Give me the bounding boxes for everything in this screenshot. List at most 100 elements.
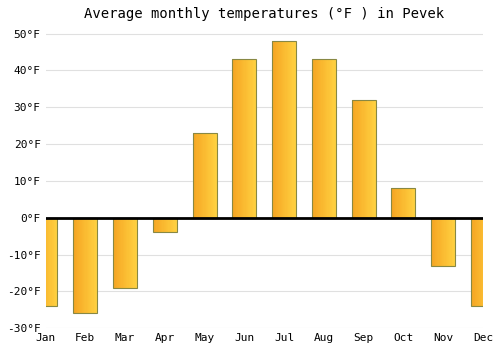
Bar [358, 100, 359, 218]
Bar [452, 218, 454, 266]
Bar [359, 100, 360, 218]
Bar [153, 218, 154, 232]
Bar [246, 60, 248, 218]
Bar [122, 218, 124, 288]
Bar [238, 60, 240, 218]
Bar [290, 41, 292, 218]
Bar [392, 188, 415, 218]
Bar [234, 60, 235, 218]
Bar [240, 60, 241, 218]
Bar [34, 218, 58, 306]
Bar [454, 218, 455, 266]
Bar [208, 133, 210, 218]
Bar [173, 218, 174, 232]
Bar [120, 218, 122, 288]
Bar [131, 218, 132, 288]
Bar [204, 133, 206, 218]
Bar [232, 60, 234, 218]
Bar [446, 218, 448, 266]
Bar [366, 100, 367, 218]
Bar [324, 60, 325, 218]
Bar [392, 188, 394, 218]
Bar [277, 41, 278, 218]
Bar [84, 218, 86, 314]
Bar [354, 100, 356, 218]
Bar [248, 60, 249, 218]
Bar [195, 133, 196, 218]
Bar [213, 133, 214, 218]
Bar [125, 218, 126, 288]
Bar [440, 218, 441, 266]
Bar [237, 60, 238, 218]
Bar [276, 41, 277, 218]
Bar [449, 218, 450, 266]
Bar [153, 218, 177, 232]
Bar [44, 218, 46, 306]
Bar [402, 188, 404, 218]
Bar [368, 100, 370, 218]
Bar [244, 60, 246, 218]
Bar [77, 218, 78, 314]
Bar [284, 41, 286, 218]
Bar [49, 218, 50, 306]
Bar [288, 41, 289, 218]
Bar [176, 218, 177, 232]
Bar [492, 218, 494, 306]
Bar [236, 60, 237, 218]
Bar [441, 218, 442, 266]
Bar [318, 60, 319, 218]
Bar [119, 218, 120, 288]
Bar [282, 41, 283, 218]
Bar [160, 218, 162, 232]
Bar [156, 218, 158, 232]
Bar [494, 218, 495, 306]
Bar [232, 60, 256, 218]
Bar [202, 133, 203, 218]
Bar [412, 188, 413, 218]
Bar [408, 188, 410, 218]
Bar [196, 133, 198, 218]
Bar [394, 188, 395, 218]
Bar [320, 60, 322, 218]
Bar [413, 188, 414, 218]
Bar [283, 41, 284, 218]
Bar [43, 218, 44, 306]
Bar [471, 218, 495, 306]
Bar [406, 188, 407, 218]
Bar [483, 218, 484, 306]
Bar [431, 218, 432, 266]
Bar [435, 218, 436, 266]
Bar [116, 218, 118, 288]
Bar [289, 41, 290, 218]
Bar [235, 60, 236, 218]
Bar [332, 60, 334, 218]
Bar [96, 218, 97, 314]
Bar [322, 60, 324, 218]
Bar [272, 41, 274, 218]
Bar [314, 60, 316, 218]
Bar [48, 218, 49, 306]
Bar [95, 218, 96, 314]
Bar [40, 218, 41, 306]
Bar [404, 188, 406, 218]
Bar [488, 218, 489, 306]
Bar [286, 41, 288, 218]
Bar [252, 60, 254, 218]
Bar [114, 218, 116, 288]
Bar [334, 60, 336, 218]
Bar [312, 60, 313, 218]
Bar [132, 218, 134, 288]
Bar [134, 218, 136, 288]
Bar [486, 218, 488, 306]
Bar [278, 41, 280, 218]
Bar [326, 60, 328, 218]
Bar [294, 41, 295, 218]
Bar [54, 218, 55, 306]
Bar [442, 218, 443, 266]
Bar [206, 133, 207, 218]
Bar [174, 218, 176, 232]
Bar [74, 218, 97, 314]
Bar [55, 218, 56, 306]
Bar [364, 100, 365, 218]
Bar [484, 218, 486, 306]
